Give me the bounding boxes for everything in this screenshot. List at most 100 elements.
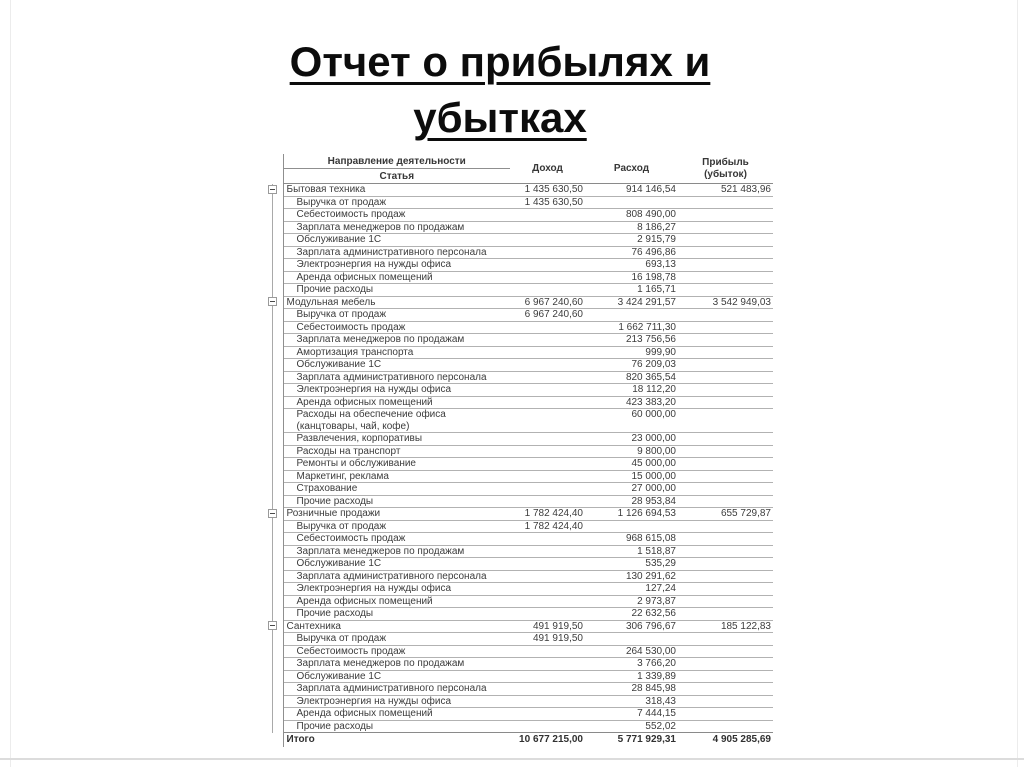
tree-rail (267, 308, 283, 321)
article-income: 1 782 424,40 (510, 519, 585, 533)
article-name: Электроэнергия на нужды офиса (282, 582, 510, 595)
tree-rail (267, 258, 283, 271)
tree-rail (267, 196, 283, 209)
article-profit (678, 482, 773, 495)
report-table-footer: Итого 10 677 215,00 5 771 929,31 4 905 2… (267, 732, 773, 747)
profit-loss-report: Направление деятельности Доход Расход Пр… (267, 154, 773, 747)
tree-gutter-header (267, 154, 283, 184)
article-expense: 3 766,20 (585, 657, 678, 670)
article-profit (678, 245, 773, 259)
article-row: Зарплата менеджеров по продажам 213 756,5… (267, 333, 773, 346)
page-title-line1: Отчет о прибылях и (289, 38, 711, 85)
group-income: 6 967 240,60 (510, 295, 585, 309)
article-expense: 9 800,00 (585, 444, 678, 458)
tree-rail (267, 396, 283, 409)
article-name: Зарплата менеджеров по продажам (282, 544, 510, 558)
article-name: Выручка от продаж (282, 632, 510, 645)
article-row: Зарплата административного персонала 76 4… (267, 245, 773, 259)
collapse-group-icon[interactable] (268, 621, 277, 630)
article-row: Обслуживание 1С 535,29 (267, 557, 773, 570)
article-income (510, 682, 585, 695)
column-header-profit-line1: Прибыль (702, 156, 749, 168)
article-expense: 318,43 (585, 694, 678, 708)
article-name: Развлечения, корпоративы (282, 432, 510, 445)
tree-rail (267, 670, 283, 683)
article-name: Прочие расходы (282, 607, 510, 620)
article-name: Зарплата административного персонала (282, 569, 510, 583)
tree-gutter (267, 507, 283, 520)
article-profit (678, 569, 773, 583)
article-profit (678, 383, 773, 396)
article-expense (585, 519, 678, 533)
page-title: Отчет о прибылях и убытках (62, 34, 938, 146)
article-name: Обслуживание 1С (282, 669, 510, 683)
tree-rail (267, 358, 283, 371)
article-profit (678, 358, 773, 371)
tree-rail (267, 532, 283, 545)
article-profit (678, 657, 773, 670)
article-income (510, 669, 585, 683)
article-name: Обслуживание 1С (282, 358, 510, 371)
article-name: Расходы на транспорт (282, 444, 510, 458)
article-row: Зарплата менеджеров по продажам 3 766,20 (267, 657, 773, 670)
slide-edge-bottom (0, 758, 1024, 760)
article-expense: 693,13 (585, 258, 678, 271)
article-row: Страхование 27 000,00 (267, 482, 773, 495)
article-income (510, 532, 585, 545)
article-name: Зарплата менеджеров по продажам (282, 657, 510, 670)
article-row: Электроэнергия на нужды офиса 127,24 (267, 582, 773, 595)
article-profit (678, 544, 773, 558)
column-header-expense: Расход (585, 154, 678, 184)
group-name: Сантехника (282, 619, 510, 633)
article-income (510, 557, 585, 570)
column-header-activity: Направление деятельности (282, 154, 510, 169)
article-expense: 999,90 (585, 345, 678, 359)
tree-rail (267, 283, 283, 296)
article-row: Расходы на обеспечение офиса (канцтовары,… (267, 408, 773, 433)
article-profit (678, 682, 773, 695)
article-profit (678, 370, 773, 384)
article-row: Зарплата административного персонала 130 … (267, 569, 773, 583)
article-profit (678, 432, 773, 445)
article-name: Зарплата административного персонала (282, 245, 510, 259)
article-row: Обслуживание 1С 76 209,03 (267, 358, 773, 371)
article-row: Развлечения, корпоративы 23 000,00 (267, 432, 773, 445)
total-label: Итого (282, 732, 510, 747)
group-profit: 521 483,96 (720, 184, 771, 195)
article-name: Амортизация транспорта (282, 345, 510, 359)
article-name: Себестоимость продаж (282, 644, 510, 658)
tree-gutter (267, 620, 283, 633)
article-income (510, 408, 585, 433)
collapse-group-icon[interactable] (268, 184, 277, 194)
tree-rail (267, 482, 283, 495)
article-expense: 76 209,03 (585, 358, 678, 371)
article-name: Электроэнергия на нужды офиса (282, 258, 510, 271)
page-title-line2: убытках (413, 94, 587, 141)
article-name: Выручка от продаж (282, 519, 510, 533)
article-expense: 28 953,84 (585, 494, 678, 508)
article-income (510, 582, 585, 595)
article-row: Электроэнергия на нужды офиса 318,43 (267, 694, 773, 708)
article-row: Прочие расходы 1 165,71 (267, 283, 773, 296)
article-profit (678, 444, 773, 458)
article-expense: 15 000,00 (585, 469, 678, 483)
collapse-group-icon[interactable] (268, 297, 277, 306)
article-profit (678, 395, 773, 409)
article-name: Электроэнергия на нужды офиса (282, 383, 510, 396)
article-expense: 535,29 (585, 557, 678, 570)
collapse-group-icon[interactable] (268, 508, 277, 518)
article-profit (678, 208, 773, 221)
article-expense: 8 186,27 (585, 220, 678, 234)
article-row: Зарплата административного персонала 28 8… (267, 682, 773, 695)
article-profit (678, 532, 773, 545)
article-expense: 2 973,87 (585, 594, 678, 608)
article-profit (678, 719, 773, 733)
tree-rail (267, 457, 283, 470)
tree-gutter (267, 183, 283, 196)
tree-rail (267, 321, 283, 334)
article-income (510, 432, 585, 445)
article-name: Зарплата административного персонала (282, 370, 510, 384)
total-row: Итого 10 677 215,00 5 771 929,31 4 905 2… (267, 732, 773, 747)
group-income: 491 919,50 (510, 619, 585, 633)
group-row: Бытовая техника 1 435 630,50 914 146,54 521… (267, 183, 773, 196)
